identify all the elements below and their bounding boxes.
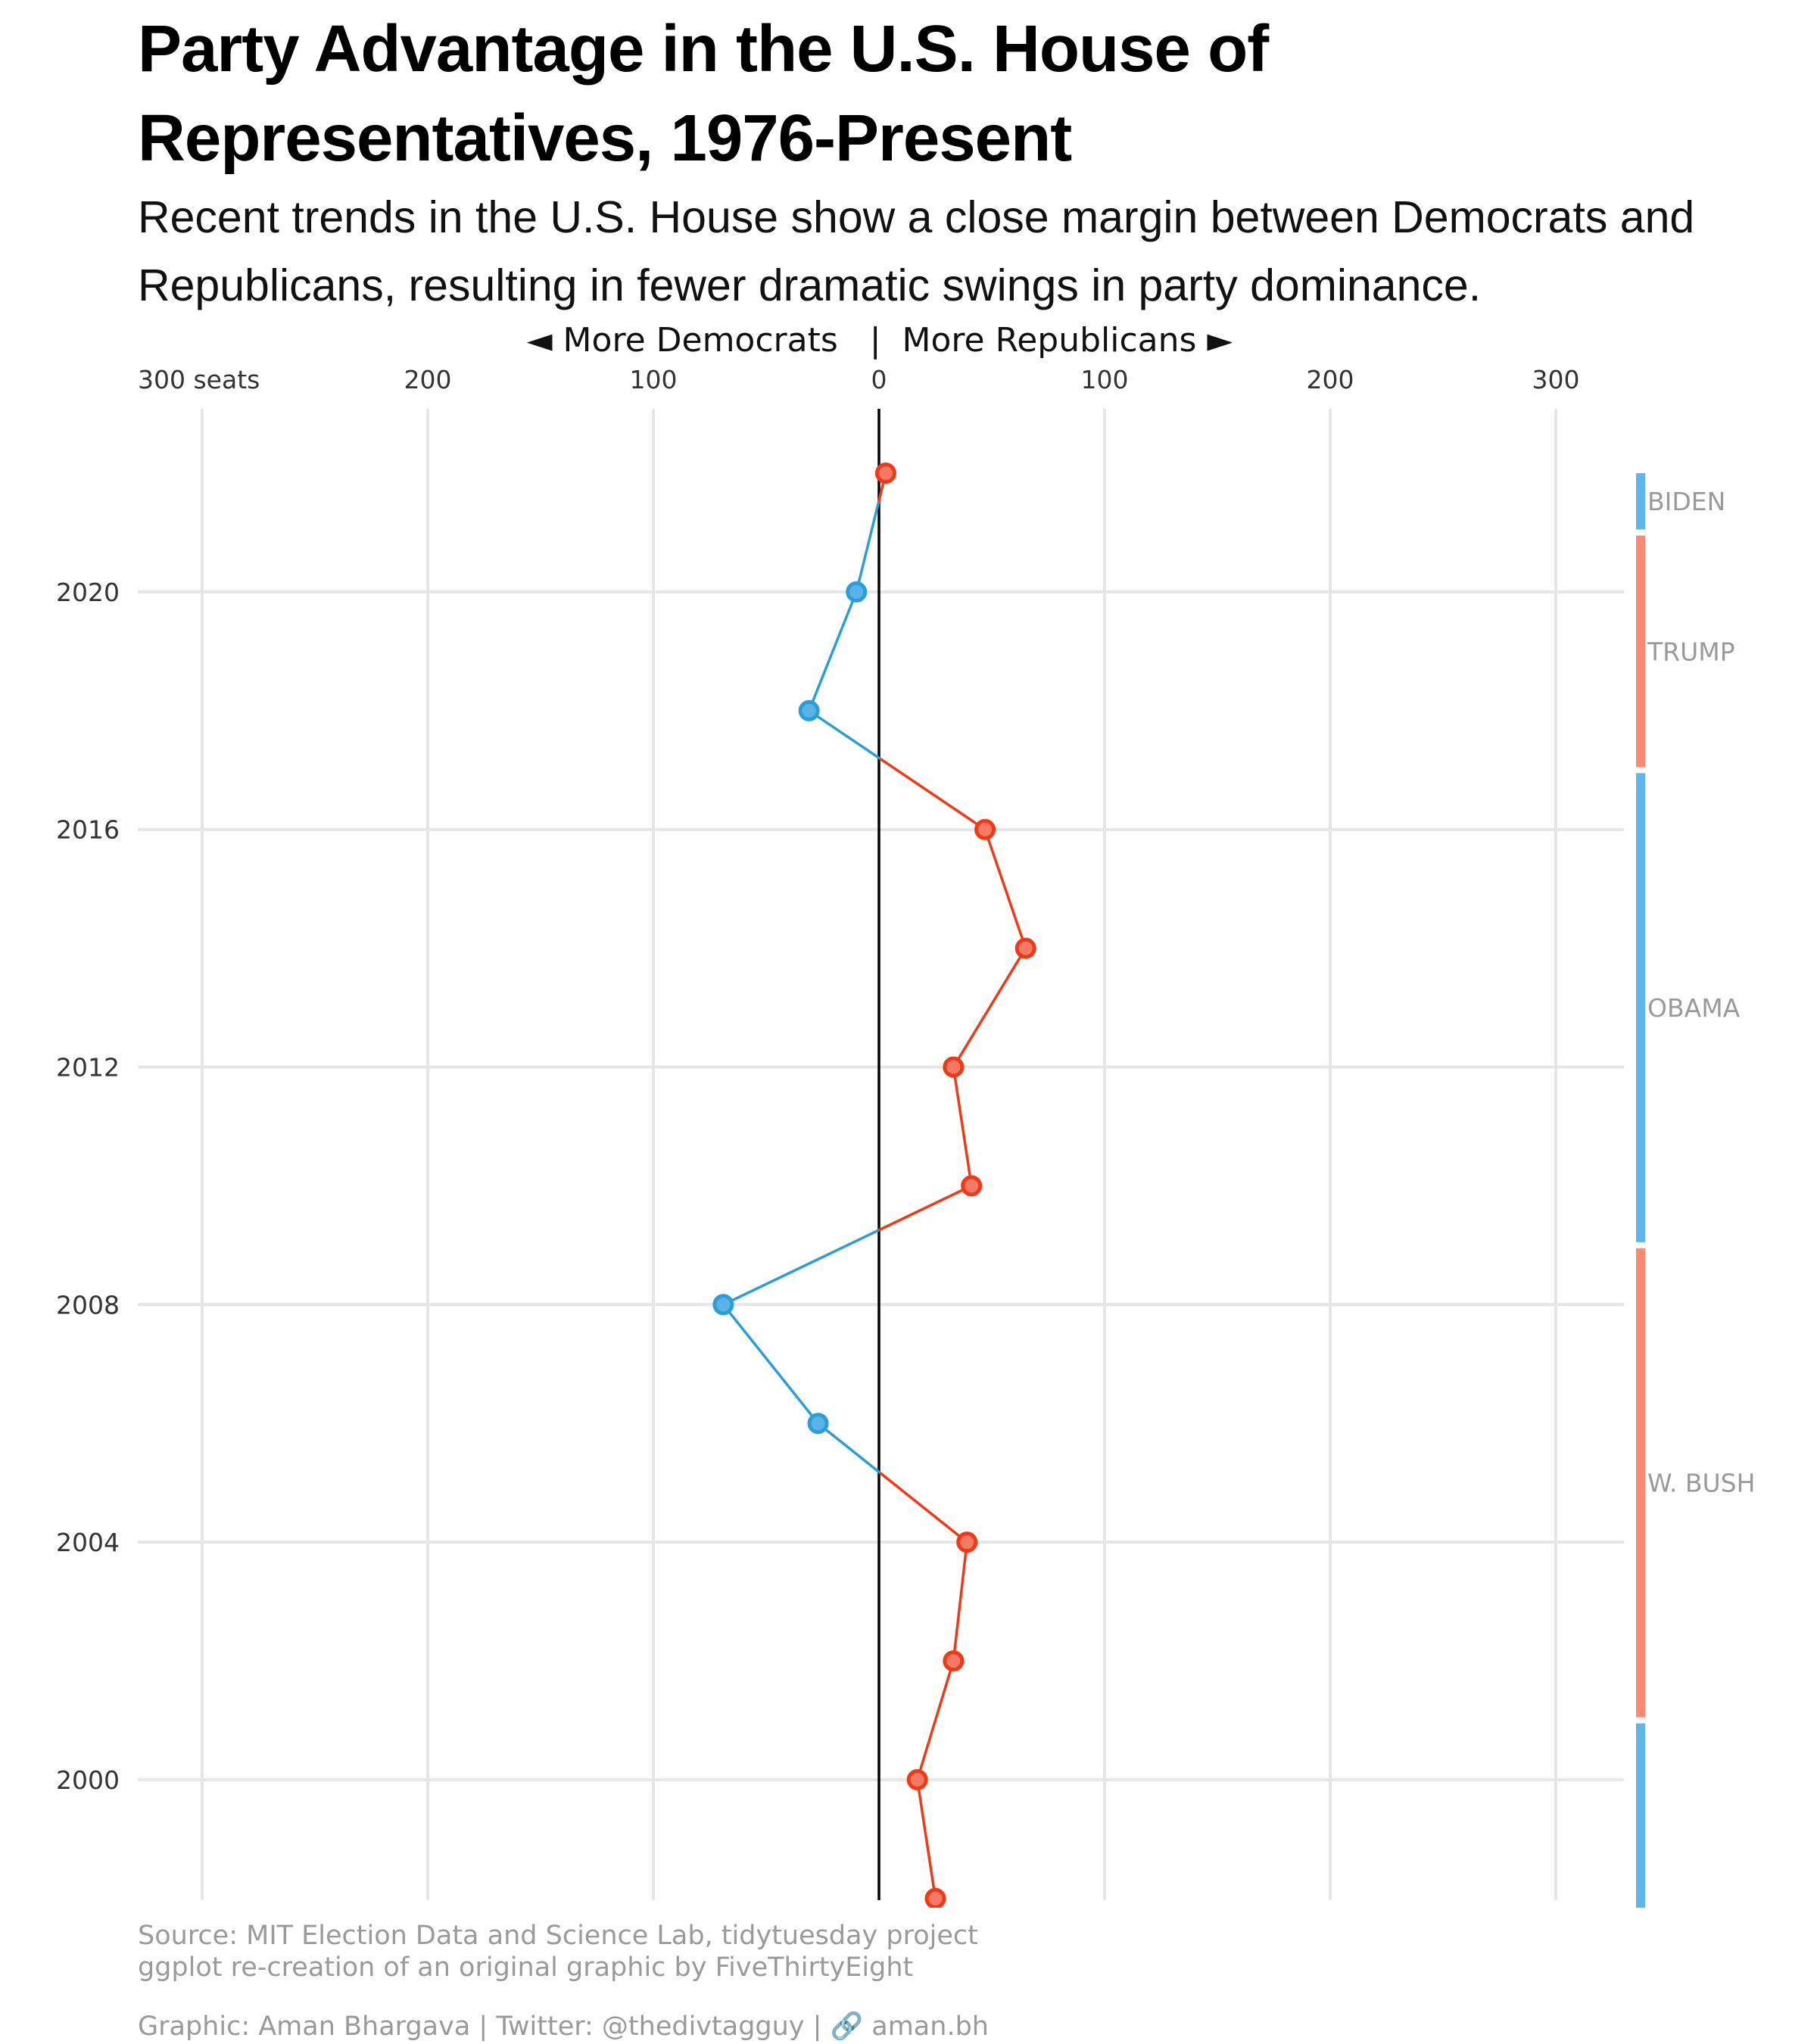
- x-tick-label: 200: [1307, 365, 1354, 394]
- administration-label: BIDEN: [1647, 487, 1725, 516]
- republican-point: [961, 1175, 983, 1197]
- series-line-segment: [877, 1184, 973, 1232]
- caption-source: Source: MIT Election Data and Science La…: [138, 1921, 978, 1951]
- series-line-segment: [816, 1422, 880, 1474]
- republican-point: [943, 1056, 965, 1078]
- democrat-admin-bar: [1636, 473, 1645, 530]
- series-line-segment: [952, 1541, 968, 1662]
- x-tick-label: 100: [1081, 365, 1129, 394]
- series-line-segment: [722, 1303, 820, 1425]
- y-tick-label: 2008: [56, 1290, 120, 1320]
- series-line-segment: [952, 1065, 973, 1188]
- democrat-point: [712, 1294, 734, 1316]
- democrat-point: [846, 581, 868, 603]
- series-line-segment: [915, 1778, 937, 1900]
- y-axis-ticks: 1976198019841988199219962000200420082012…: [56, 578, 120, 1795]
- republican-point: [974, 818, 996, 840]
- grid-lines: [138, 409, 1624, 1900]
- series-points: [712, 463, 1036, 1908]
- y-tick-label: 2012: [56, 1053, 120, 1083]
- republican-point: [906, 1768, 928, 1790]
- x-tick-label: 100: [630, 365, 678, 394]
- administration-bars: FORDCARTERREAGANH. W. BUSHCLINTONW. BUSH…: [1636, 473, 1755, 1908]
- series-line-segment: [722, 1229, 880, 1307]
- republican-admin-bar: [1636, 535, 1645, 768]
- republican-point: [943, 1650, 965, 1672]
- y-tick-label: 2016: [56, 815, 120, 845]
- administration-label: TRUMP: [1647, 637, 1735, 666]
- x-tick-label: 0: [871, 365, 887, 394]
- x-axis-ticks: 300 seats 200 100 0 100 200 300: [138, 365, 1580, 394]
- republican-admin-bar: [1636, 1248, 1645, 1718]
- democrat-point: [807, 1413, 829, 1435]
- x-tick-label: 300 seats: [138, 365, 260, 394]
- series-line-segment: [807, 709, 880, 759]
- republican-point: [924, 1887, 946, 1908]
- series-line-segment: [915, 1659, 955, 1781]
- chart-title: Party Advantage in the U.S. House of Rep…: [138, 12, 1269, 175]
- axis-direction-heading: ◄ More Democrats | More Republicans ►: [526, 321, 1233, 360]
- series-line-segment: [807, 590, 858, 712]
- y-tick-label: 2004: [56, 1528, 120, 1557]
- chart-subtitle: Recent trends in the U.S. House show a c…: [138, 192, 1695, 310]
- series-line-segment: [952, 946, 1027, 1069]
- caption-note: ggplot re-creation of an original graphi…: [138, 1952, 914, 1983]
- democrat-admin-bar: [1636, 1723, 1645, 1908]
- democrat-point: [798, 700, 820, 721]
- x-tick-label: 200: [404, 365, 452, 394]
- y-tick-label: 2000: [56, 1765, 120, 1795]
- democrat-admin-bar: [1636, 773, 1645, 1242]
- republican-point: [1014, 937, 1036, 959]
- series-line-segment: [983, 827, 1027, 950]
- y-tick-label: 2020: [56, 578, 120, 607]
- x-tick-label: 300: [1532, 365, 1580, 394]
- administration-label: OBAMA: [1647, 993, 1741, 1023]
- series-lines: [722, 472, 1027, 1908]
- series-line-segment: [877, 756, 986, 831]
- series-line-segment: [877, 1470, 968, 1544]
- administration-label: W. BUSH: [1647, 1469, 1755, 1498]
- caption-credit: Graphic: Aman Bhargava | Twitter: @thedi…: [138, 2011, 989, 2042]
- republican-point: [874, 463, 896, 484]
- series-line-segment: [855, 499, 880, 594]
- republican-point: [956, 1531, 978, 1553]
